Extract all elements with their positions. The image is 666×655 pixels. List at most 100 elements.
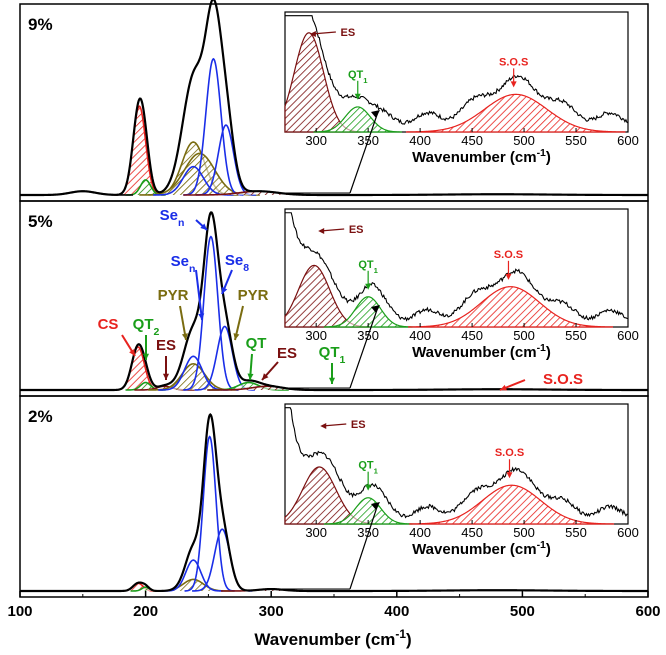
inset-tick-label: 550 [565, 133, 587, 148]
peak-annotation: ES [156, 337, 176, 354]
inset-2: 300350400450500550600Wavenumber (cm-1)ES… [284, 208, 639, 361]
x-tick-label: 400 [384, 603, 409, 620]
peak-annotation: QT [246, 335, 267, 352]
panel-label: 5% [28, 212, 53, 231]
inset-x-title: Wavenumber (cm-1) [412, 539, 551, 558]
inset-annotation: QT1 [358, 259, 378, 275]
inset-peak-SOS [408, 286, 614, 328]
inset-tick-label: 400 [409, 133, 431, 148]
annotation-arrowhead [262, 373, 269, 380]
spectrum-envelope [20, 412, 648, 593]
annotation-arrowhead [200, 223, 207, 230]
inset-tick-label: 550 [565, 525, 587, 540]
inset-1: 300350400450500550600Wavenumber (cm-1)ES… [284, 11, 639, 166]
inset-pointer [349, 111, 379, 194]
inset-tick-label: 400 [409, 525, 431, 540]
inset-tick-label: 450 [461, 525, 483, 540]
inset-tick-label: 600 [617, 328, 639, 343]
peak-annotation: ES [277, 345, 297, 362]
peak-fill-CS [112, 346, 164, 390]
peak-Sen-a [158, 355, 229, 391]
peak-Sen-b [183, 235, 239, 391]
peak-annotation: QT1 [319, 344, 346, 366]
x-tick-label: 600 [635, 603, 660, 620]
annotation-arrowhead [162, 373, 170, 380]
peak-fill-CS [114, 106, 165, 195]
inset-spectrum [285, 407, 629, 519]
inset-spectrum [285, 212, 629, 322]
inset-arrowhead [505, 273, 512, 280]
annotation-arrowhead [181, 333, 188, 340]
peak-fill-CS [117, 583, 159, 591]
x-tick-label: 500 [510, 603, 535, 620]
annotation-arrowhead [233, 333, 240, 340]
inset-annotation: S.O.S [495, 447, 524, 459]
inset-annotation: ES [349, 224, 364, 236]
inset-arrowhead [510, 81, 517, 88]
inset-tick-label: 500 [513, 133, 535, 148]
peak-fill-QT [208, 382, 289, 390]
panel-3: 2%300350400450500550600Wavenumber (cm-1)… [19, 395, 649, 598]
inset-arrowhead [506, 472, 513, 479]
panel-label: 9% [28, 15, 53, 34]
panel-1: 9%300350400450500550600Wavenumber (cm-1)… [19, 0, 649, 202]
inset-annotation: S.O.S [499, 56, 528, 68]
peak-fill-QT2 [125, 179, 166, 195]
peak-fill-ES [183, 191, 334, 195]
spectrum-envelope [20, 211, 648, 392]
annotation-arrowhead [500, 384, 507, 391]
x-tick-label: 200 [133, 603, 158, 620]
peak-fill-QT2 [130, 587, 161, 591]
annotation-arrowhead [247, 373, 254, 380]
inset-tick-label: 450 [461, 133, 483, 148]
inset-x-title: Wavenumber (cm-1) [412, 342, 551, 361]
inset-spectrum [285, 15, 629, 125]
peak-annotation: PYR [238, 287, 269, 304]
annotation-arrowhead [198, 313, 205, 320]
inset-x-title: Wavenumber (cm-1) [412, 147, 551, 166]
inset-arrowhead [365, 283, 372, 290]
inset-arrowhead [320, 423, 327, 429]
panels-layer: 9%300350400450500550600Wavenumber (cm-1)… [19, 0, 649, 598]
spectrum-envelope [20, 0, 648, 197]
peak-annotation: CS [98, 316, 119, 333]
inset-frame [284, 11, 629, 133]
x-tick-label: 300 [259, 603, 284, 620]
inset-arrowhead [309, 31, 316, 37]
inset-tick-label: 500 [513, 525, 535, 540]
inset-arrowhead [318, 228, 325, 234]
peak-Sen-b [184, 435, 235, 592]
peak-fill-QT2 [125, 382, 166, 390]
inset-peak-QT1 [313, 106, 403, 133]
x-tick-label: 100 [7, 603, 32, 620]
inset-tick-label: 450 [461, 328, 483, 343]
annotation-arrow [195, 269, 203, 321]
peak-fill-ES-b [207, 386, 328, 390]
inset-annotation: S.O.S [494, 249, 523, 261]
peak-Sen-a [163, 559, 224, 592]
inset-annotation: ES [351, 419, 366, 431]
inset-tick-label: 400 [409, 328, 431, 343]
inset-tick-label: 600 [617, 133, 639, 148]
panel-label: 2% [28, 407, 53, 426]
inset-annotation: QT1 [348, 69, 368, 85]
inset-arrowhead [354, 93, 361, 100]
annotation-arrowhead [328, 377, 336, 384]
inset-annotation: QT1 [358, 460, 378, 476]
inset-peak-QT1 [323, 296, 413, 328]
peak-fill-ES-a [134, 386, 195, 390]
peak-annotation: QT2 [133, 316, 160, 338]
inset-peak-SOS [406, 93, 626, 133]
inset-tick-label: 300 [305, 525, 327, 540]
inset-tick-label: 300 [305, 133, 327, 148]
x-axis-title: Wavenumber (cm-1) [254, 627, 411, 649]
peak-annotation: Sen [171, 253, 196, 275]
inset-pointer [349, 503, 379, 590]
inset-annotation: ES [341, 27, 356, 39]
annotation-arrowhead [142, 353, 150, 360]
inset-tick-label: 300 [305, 328, 327, 343]
inset-tick-label: 600 [617, 525, 639, 540]
inset-pointer [349, 306, 379, 389]
panel-2: 5%300350400450500550600Wavenumber (cm-1)… [19, 200, 649, 397]
